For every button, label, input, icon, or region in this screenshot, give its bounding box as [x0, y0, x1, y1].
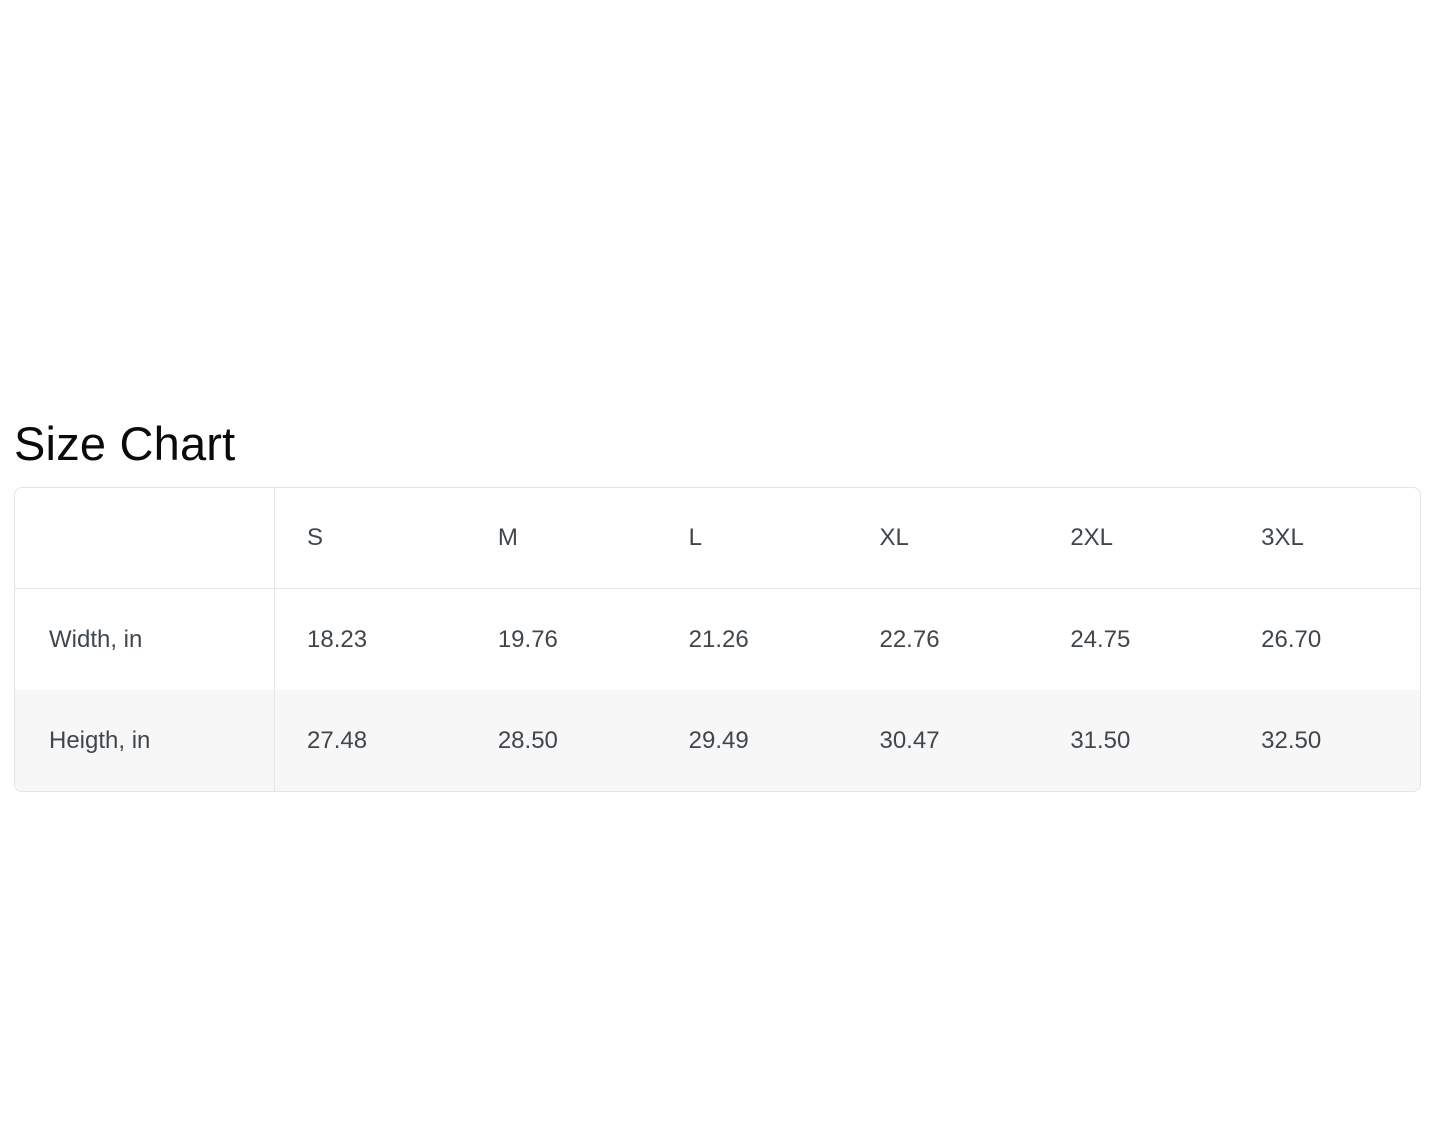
height-value-2xl: 31.50: [1038, 690, 1230, 791]
table-row-height: Heigth, in 27.48 28.50 29.49 30.47 31.50…: [15, 690, 1420, 791]
height-value-m: 28.50: [465, 690, 657, 791]
column-header-2xl: 2XL: [1038, 488, 1230, 589]
height-value-s: 27.48: [275, 690, 466, 791]
size-table-container: S M L XL 2XL 3XL Width, in 18.23 19.76 2…: [14, 487, 1431, 792]
width-value-2xl: 24.75: [1070, 625, 1131, 653]
height-value-l: 29.49: [656, 690, 848, 791]
column-header-m: M: [465, 488, 657, 589]
width-value-l: 21.26: [688, 625, 749, 653]
size-table-body: Width, in 18.23 19.76 21.26 22.76 24.75 …: [15, 589, 1420, 791]
table-row-width: Width, in 18.23 19.76 21.26 22.76 24.75 …: [15, 589, 1420, 690]
height-value-3xl: 32.50: [1229, 690, 1420, 791]
row-label-height: Heigth, in: [15, 690, 275, 791]
row-label-width: Width, in: [15, 589, 275, 690]
header-row: S M L XL 2XL 3XL: [15, 488, 1420, 589]
width-value-xl: 22.76: [879, 625, 940, 653]
column-header-xl: XL: [847, 488, 1039, 589]
corner-cell: [15, 488, 275, 589]
size-table: S M L XL 2XL 3XL Width, in 18.23 19.76 2…: [14, 487, 1421, 792]
column-header-l: L: [656, 488, 848, 589]
column-header-3xl: 3XL: [1229, 488, 1420, 589]
column-header-s: S: [275, 488, 466, 589]
width-value-3xl: 26.70: [1261, 625, 1322, 653]
width-value-s: 18.23: [307, 625, 368, 653]
width-value-m: 19.76: [497, 625, 558, 653]
height-value-xl: 30.47: [847, 690, 1039, 791]
page-title: Size Chart: [14, 417, 236, 470]
size-table-header: S M L XL 2XL 3XL: [15, 488, 1420, 589]
